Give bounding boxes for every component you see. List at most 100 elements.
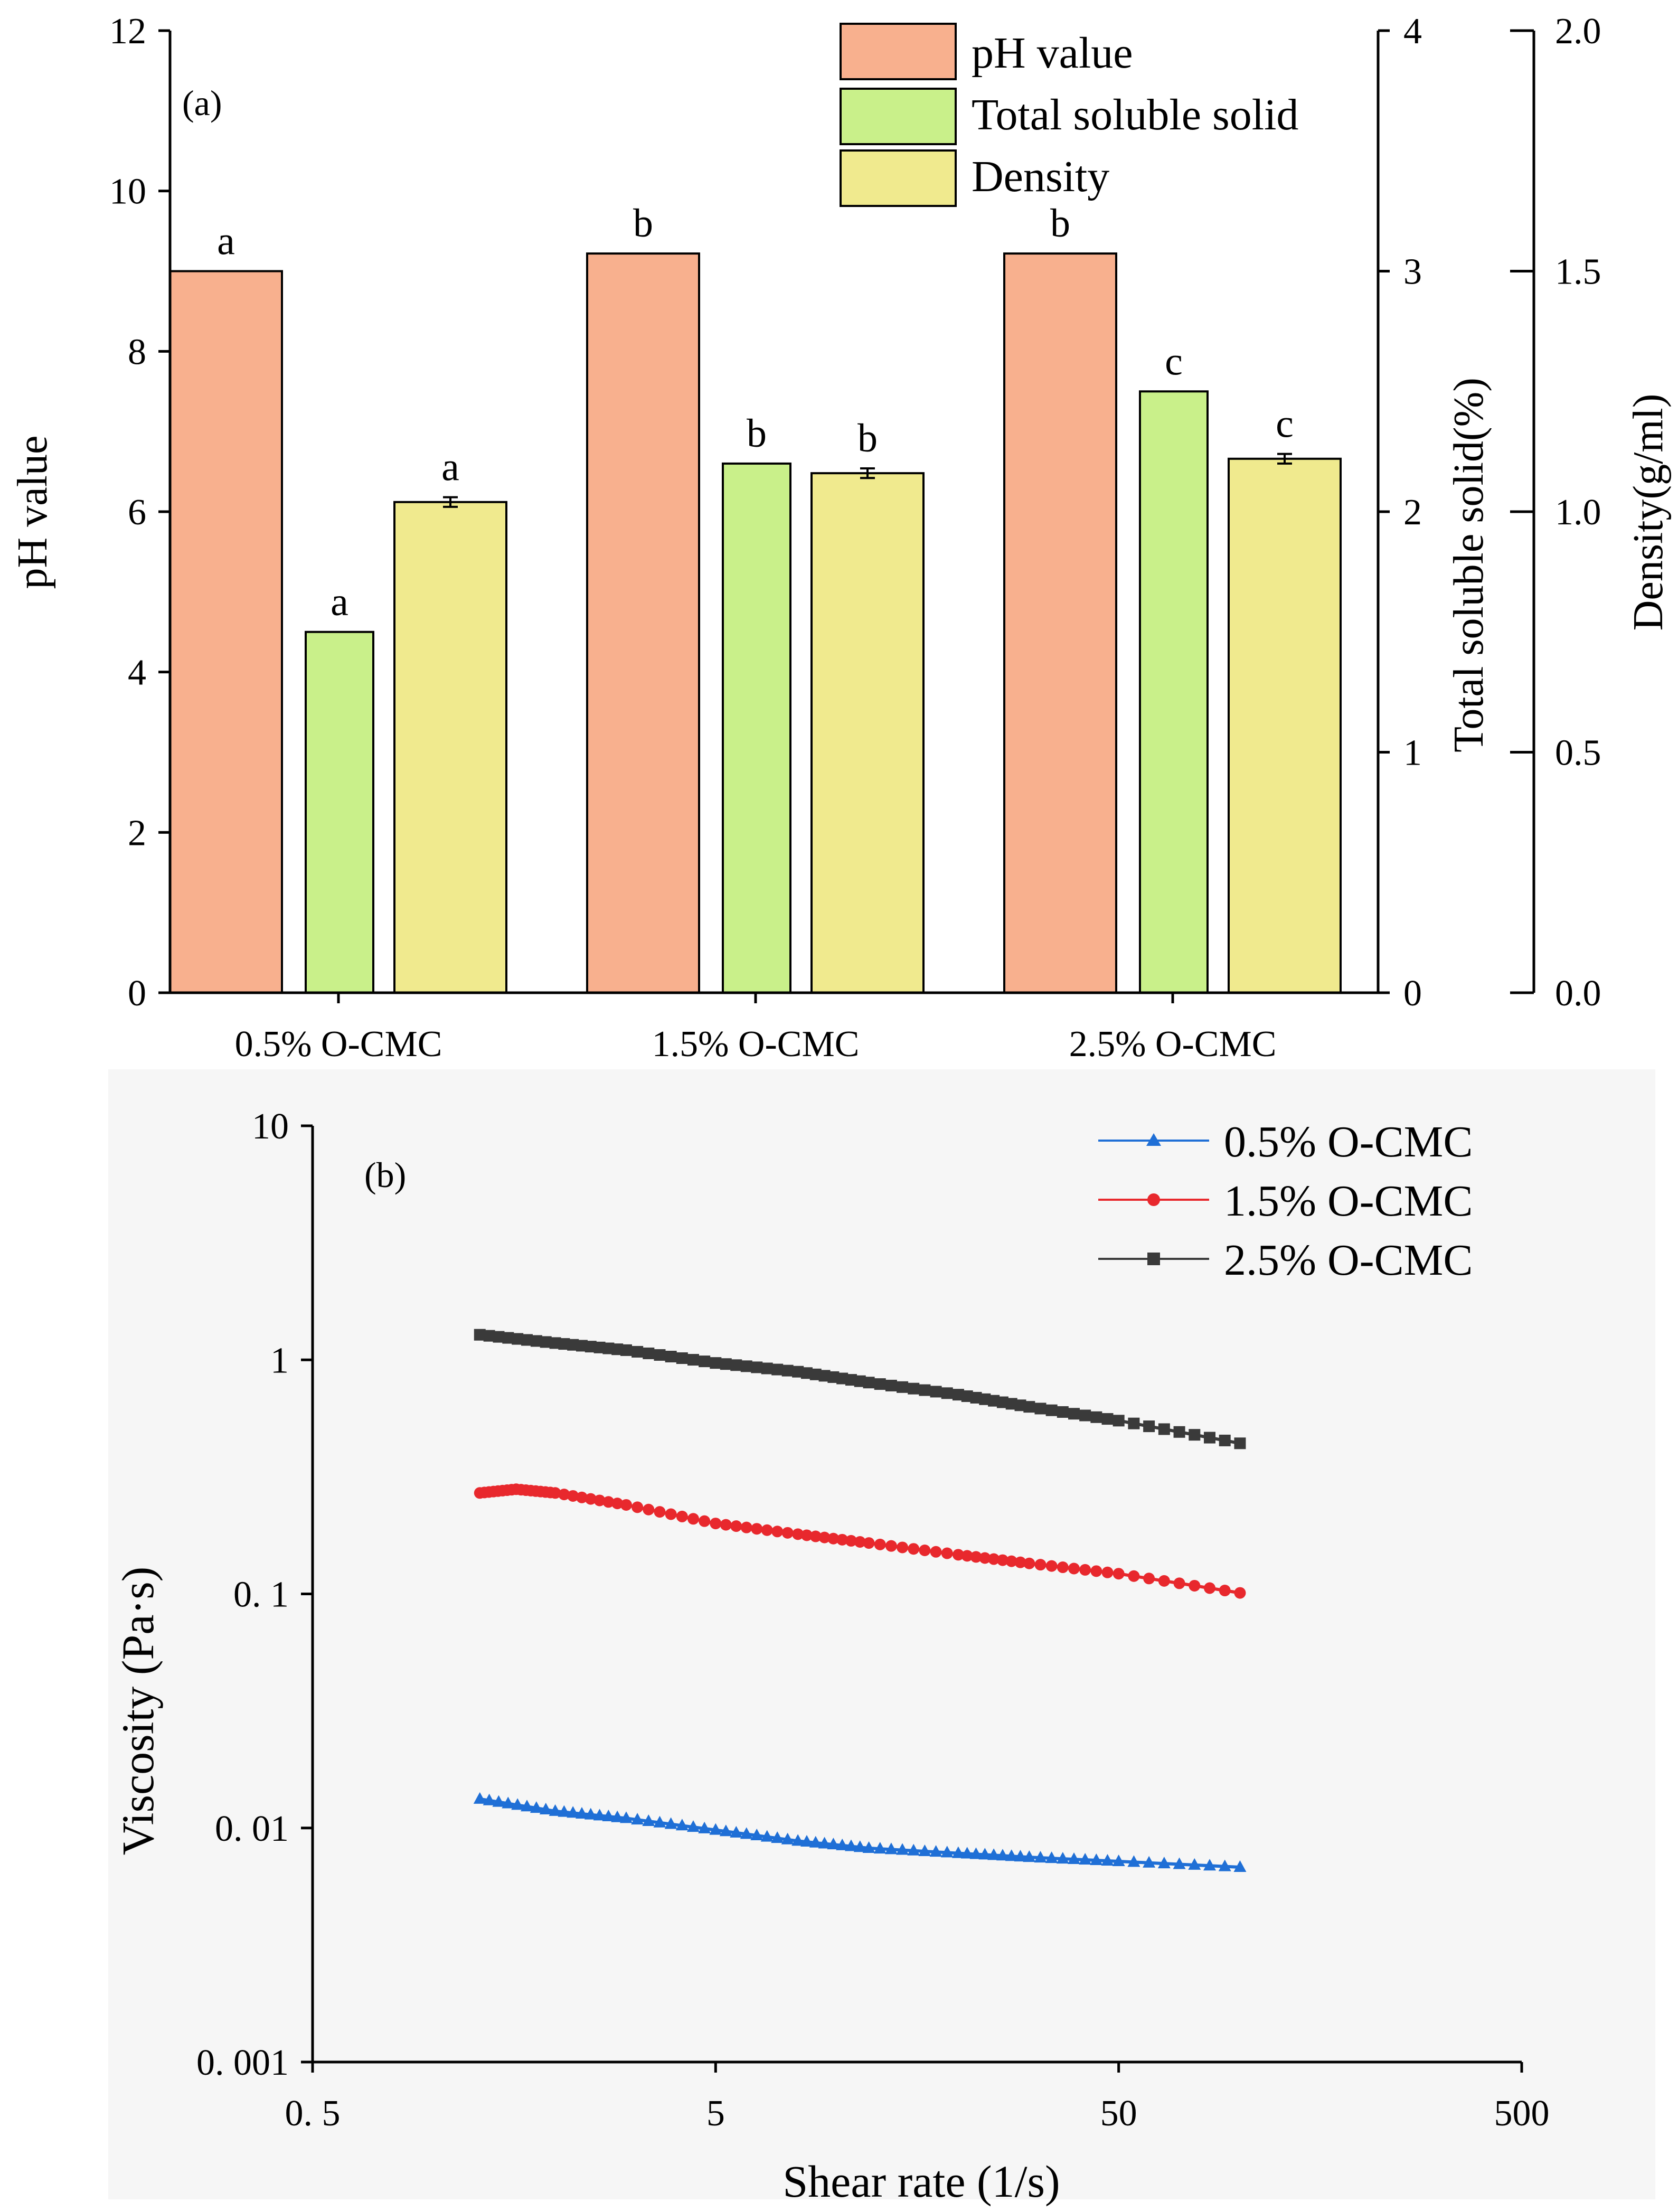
y-tick-label: 1 xyxy=(270,1340,289,1381)
data-point-square xyxy=(1204,1432,1216,1444)
data-point-triangle xyxy=(709,1823,722,1835)
data-point-circle xyxy=(1005,1555,1017,1567)
category-tick-label: 1.5% O-CMC xyxy=(652,1024,860,1065)
data-point-circle xyxy=(549,1487,561,1499)
data-point-triangle xyxy=(1112,1854,1125,1866)
data-point-triangle xyxy=(1203,1859,1217,1871)
data-point-circle xyxy=(845,1535,857,1547)
data-point-square xyxy=(792,1366,804,1378)
bar xyxy=(586,252,700,994)
data-point-triangle xyxy=(818,1837,831,1849)
data-point-circle xyxy=(1068,1562,1080,1575)
data-point-square xyxy=(549,1337,561,1349)
data-point-triangle xyxy=(960,1847,974,1859)
category-tick-label: 0.5% O-CMC xyxy=(235,1024,442,1065)
data-point-square xyxy=(908,1382,920,1395)
data-point-square xyxy=(567,1339,579,1351)
data-point-circle xyxy=(751,1523,763,1535)
data-point-triangle xyxy=(521,1800,534,1812)
data-point-circle xyxy=(1113,1568,1125,1580)
significance-letter: b xyxy=(633,201,653,246)
data-point-square xyxy=(1090,1411,1102,1423)
data-point-square xyxy=(631,1345,644,1358)
bar xyxy=(305,630,374,994)
significance-letter: b xyxy=(747,411,767,456)
data-point-circle xyxy=(781,1527,794,1539)
legend-swatch-tss xyxy=(840,88,957,145)
data-point-triangle xyxy=(483,1793,496,1805)
data-point-square xyxy=(620,1344,632,1356)
data-point-triangle xyxy=(750,1828,763,1840)
data-point-square xyxy=(740,1360,752,1372)
data-point-circle xyxy=(970,1551,982,1563)
series-group xyxy=(473,1329,1247,1872)
data-point-circle xyxy=(1173,1577,1185,1589)
bar xyxy=(1228,457,1342,994)
data-point-triangle xyxy=(809,1836,822,1848)
data-point-square xyxy=(1189,1429,1201,1441)
data-point-circle xyxy=(1143,1573,1155,1585)
bar xyxy=(169,270,283,994)
panel-b-label: (b) xyxy=(364,1155,406,1195)
data-point-square xyxy=(1101,1413,1114,1425)
bar xyxy=(393,501,507,994)
data-point-triangle xyxy=(896,1843,909,1855)
data-point-circle xyxy=(1158,1575,1170,1587)
data-point-triangle xyxy=(653,1815,666,1828)
data-point-square xyxy=(502,1332,514,1344)
data-point-triangle xyxy=(511,1798,524,1810)
data-point-circle xyxy=(1219,1585,1231,1597)
bar-group: a a a 0.5% O-CMC b b b 1.5% O-CMC b c c 2.5% O-CMC xyxy=(169,201,1342,1065)
y-axis-label-density: Density(g/ml) xyxy=(1625,394,1672,631)
data-point-triangle xyxy=(760,1830,774,1842)
data-point-triangle xyxy=(1143,1856,1156,1868)
data-point-triangle xyxy=(730,1825,743,1838)
data-point-circle xyxy=(836,1533,849,1546)
data-point-square xyxy=(665,1351,677,1363)
data-point-circle xyxy=(818,1531,831,1543)
y-tick-label: 0.0 xyxy=(1555,973,1601,1014)
data-point-triangle xyxy=(1067,1852,1080,1865)
x-tick-label: 5 xyxy=(706,2093,725,2134)
y-axis-label-ph: pH value xyxy=(10,435,56,589)
data-point-circle xyxy=(930,1546,942,1558)
data-point-triangle xyxy=(584,1808,597,1820)
data-point-circle xyxy=(941,1547,953,1559)
data-point-circle xyxy=(1189,1579,1201,1592)
data-point-square xyxy=(1113,1415,1125,1427)
data-point-circle xyxy=(643,1503,655,1516)
data-point-circle xyxy=(800,1529,813,1541)
y-tick-label: 8 xyxy=(128,332,146,372)
data-point-circle xyxy=(1234,1587,1246,1599)
significance-letter: b xyxy=(1050,201,1070,246)
data-point-square xyxy=(1005,1398,1017,1410)
data-point-square xyxy=(483,1330,495,1342)
legend-label-tss: Total soluble solid xyxy=(972,90,1298,139)
data-point-circle xyxy=(567,1490,579,1502)
data-point-circle xyxy=(1045,1560,1058,1572)
data-point-circle xyxy=(687,1513,699,1525)
significance-letter: a xyxy=(441,445,459,490)
data-point-triangle xyxy=(567,1806,580,1818)
data-point-triangle xyxy=(951,1846,965,1858)
y-tick-label: 12 xyxy=(109,11,146,52)
data-point-triangle xyxy=(619,1811,633,1823)
legend-triangle-marker xyxy=(1146,1133,1161,1146)
axes: 0. 5 5 50 500 0. 001 0. 01 0. 1 1 10 xyxy=(196,1106,1550,2134)
data-point-circle xyxy=(558,1489,570,1501)
data-point-square xyxy=(996,1396,1008,1408)
data-point-triangle xyxy=(1157,1857,1171,1869)
data-point-square xyxy=(699,1356,711,1368)
x-axis-label: Shear rate (1/s) xyxy=(783,2156,1060,2207)
data-point-circle xyxy=(585,1493,597,1505)
data-point-square xyxy=(885,1379,897,1391)
data-point-circle xyxy=(611,1498,624,1510)
data-point-square xyxy=(836,1372,849,1385)
y-tick-label: 2 xyxy=(1403,492,1422,533)
data-point-triangle xyxy=(631,1813,644,1825)
data-point-circle xyxy=(1079,1564,1091,1576)
data-point-triangle xyxy=(575,1806,588,1819)
data-point-square xyxy=(988,1395,1000,1407)
series-line xyxy=(479,1797,1240,1869)
